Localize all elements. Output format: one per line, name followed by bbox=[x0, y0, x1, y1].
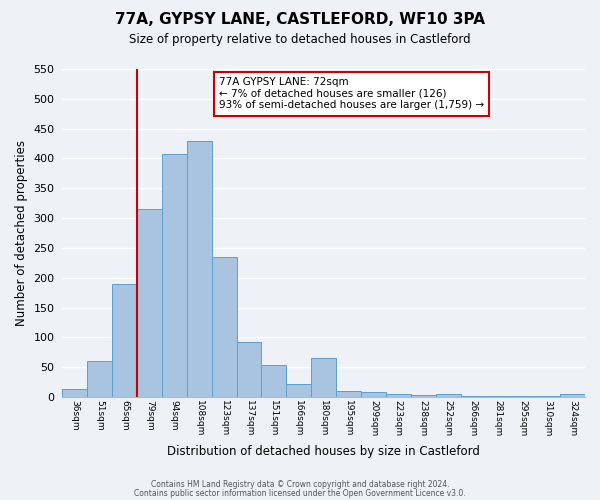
Text: Size of property relative to detached houses in Castleford: Size of property relative to detached ho… bbox=[129, 32, 471, 46]
Bar bbox=[286, 384, 311, 397]
Bar bbox=[262, 366, 286, 397]
Bar bbox=[535, 396, 560, 397]
Bar bbox=[62, 390, 87, 397]
Text: Contains HM Land Registry data © Crown copyright and database right 2024.: Contains HM Land Registry data © Crown c… bbox=[151, 480, 449, 489]
Bar bbox=[137, 209, 162, 397]
Bar bbox=[311, 358, 336, 397]
Bar bbox=[411, 395, 436, 397]
Bar bbox=[461, 396, 485, 397]
Y-axis label: Number of detached properties: Number of detached properties bbox=[15, 140, 28, 326]
Bar bbox=[511, 396, 535, 397]
Bar bbox=[162, 154, 187, 397]
Bar bbox=[386, 394, 411, 397]
Bar bbox=[87, 361, 112, 397]
Text: 77A GYPSY LANE: 72sqm
← 7% of detached houses are smaller (126)
93% of semi-deta: 77A GYPSY LANE: 72sqm ← 7% of detached h… bbox=[219, 77, 484, 110]
Bar bbox=[212, 257, 236, 397]
Bar bbox=[436, 394, 461, 397]
Text: 77A, GYPSY LANE, CASTLEFORD, WF10 3PA: 77A, GYPSY LANE, CASTLEFORD, WF10 3PA bbox=[115, 12, 485, 28]
Bar bbox=[361, 392, 386, 397]
Bar bbox=[485, 396, 511, 397]
Bar bbox=[112, 284, 137, 397]
Bar bbox=[236, 342, 262, 397]
X-axis label: Distribution of detached houses by size in Castleford: Distribution of detached houses by size … bbox=[167, 444, 480, 458]
Text: Contains public sector information licensed under the Open Government Licence v3: Contains public sector information licen… bbox=[134, 488, 466, 498]
Bar bbox=[187, 140, 212, 397]
Bar bbox=[336, 391, 361, 397]
Bar bbox=[560, 394, 585, 397]
